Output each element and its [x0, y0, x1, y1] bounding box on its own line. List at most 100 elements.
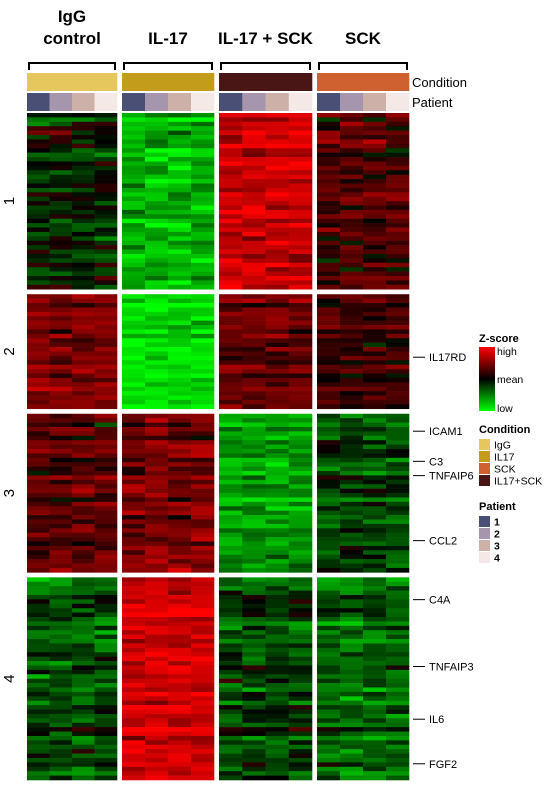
heatmap-cell — [363, 594, 387, 600]
heatmap-cell — [94, 771, 118, 776]
heatmap-cell — [317, 157, 341, 162]
heatmap-cell — [94, 399, 118, 405]
heatmap-cell — [168, 192, 192, 198]
heatmap-cell — [242, 753, 266, 759]
heatmap-cell — [72, 656, 95, 662]
heatmap-cell — [168, 740, 192, 746]
heatmap-cell — [145, 435, 169, 441]
heatmap-cell — [363, 762, 387, 768]
heatmap-cell — [191, 130, 215, 136]
heatmap-cell — [386, 284, 410, 290]
condition-cell — [27, 73, 50, 91]
heatmap-cell — [340, 497, 364, 503]
heatmap-cell — [242, 126, 266, 131]
heatmap-cell — [94, 643, 118, 649]
heatmap-cell — [72, 325, 95, 330]
condition-legend-swatch — [479, 463, 490, 474]
heatmap-cell — [191, 722, 215, 728]
heatmap-cell — [363, 258, 387, 264]
heatmap-cell — [242, 545, 266, 551]
heatmap-cell — [363, 157, 387, 162]
heatmap-cell — [242, 537, 266, 542]
heatmap-cell — [27, 453, 50, 459]
heatmap-cell — [242, 744, 266, 750]
heatmap-cell — [72, 691, 95, 697]
heatmap-cell — [265, 249, 290, 255]
heatmap-cell — [340, 705, 364, 710]
heatmap-cell — [168, 284, 192, 290]
zscore-colorbar — [479, 347, 495, 411]
heatmap-cell — [72, 577, 95, 583]
heatmap-cell — [219, 735, 243, 741]
heatmap-cell — [168, 418, 192, 423]
heatmap-cell — [363, 532, 387, 538]
heatmap-cell — [168, 506, 192, 511]
heatmap-cell — [27, 541, 50, 547]
heatmap-cell — [386, 360, 410, 366]
heatmap-cell — [168, 757, 192, 763]
heatmap-cell — [94, 303, 118, 308]
heatmap-cell — [27, 329, 50, 335]
heatmap-cell — [340, 594, 364, 600]
heatmap-cell — [27, 196, 50, 202]
heatmap-cell — [72, 506, 95, 511]
heatmap-cell — [363, 404, 387, 410]
heatmap-cell — [386, 519, 410, 525]
heatmap-cell — [288, 426, 313, 432]
heatmap-cell — [122, 766, 146, 772]
heatmap-cell — [317, 449, 341, 454]
heatmap-cell — [340, 316, 364, 321]
heatmap-cell — [27, 771, 50, 776]
heatmap-cell — [94, 174, 118, 180]
heatmap-cell — [168, 240, 192, 246]
heatmap-cell — [94, 630, 118, 635]
heatmap-cell — [168, 165, 192, 171]
heatmap-cell — [363, 678, 387, 684]
heatmap-cell — [265, 493, 290, 498]
heatmap-cell — [242, 722, 266, 728]
heatmap-cell — [94, 532, 118, 538]
heatmap-cell — [27, 523, 50, 529]
heatmap-cell — [49, 258, 73, 264]
heatmap-cell — [340, 661, 364, 666]
heatmap-cell — [242, 192, 266, 198]
heatmap-cell — [122, 143, 146, 149]
heatmap-cell — [27, 744, 50, 750]
heatmap-cluster-2 — [27, 294, 410, 410]
heatmap-cell — [317, 484, 341, 489]
heatmap-cell — [145, 316, 169, 321]
heatmap-cell — [340, 139, 364, 145]
heatmap-cell — [317, 528, 341, 534]
condition-legend-swatch — [479, 439, 490, 450]
heatmap-cell — [145, 674, 169, 679]
heatmap-cell — [363, 130, 387, 136]
heatmap-cell — [145, 669, 169, 675]
heatmap-cell — [191, 236, 215, 242]
heatmap-cell — [122, 621, 146, 627]
heatmap-cell — [122, 179, 146, 184]
heatmap-cell — [145, 395, 169, 401]
heatmap-cell — [242, 515, 266, 520]
heatmap-cell — [288, 532, 313, 538]
heatmap-cell — [145, 227, 169, 233]
heatmap-cell — [340, 479, 364, 485]
heatmap-cell — [49, 395, 73, 401]
heatmap-cell — [122, 462, 146, 467]
heatmap-cell — [386, 479, 410, 485]
heatmap-cell — [340, 413, 364, 419]
heatmap-cell — [122, 775, 146, 781]
heatmap-cell — [49, 360, 73, 366]
heatmap-cell — [242, 271, 266, 277]
heatmap-cell — [94, 661, 118, 666]
heatmap-cell — [265, 201, 290, 206]
heatmap-cell — [317, 771, 341, 776]
heatmap-cell — [386, 559, 410, 564]
heatmap-cell — [49, 364, 73, 370]
heatmap-cell — [219, 139, 243, 145]
heatmap-cell — [72, 126, 95, 131]
heatmap-cell — [145, 749, 169, 754]
heatmap-cell — [340, 749, 364, 754]
heatmap-cell — [340, 621, 364, 627]
heatmap-cell — [27, 249, 50, 255]
heatmap-cell — [27, 377, 50, 383]
